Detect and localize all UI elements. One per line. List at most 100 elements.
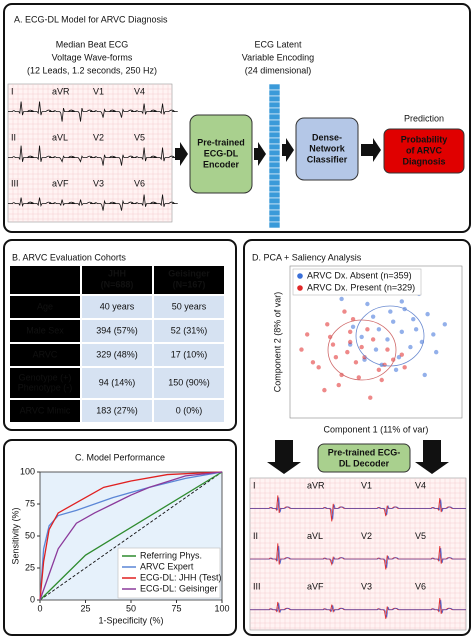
table-cell [82, 320, 152, 342]
ecg-trace [250, 497, 304, 513]
roc-curve [39, 471, 223, 601]
ecg-lead-label: V2 [361, 531, 372, 541]
table-row-label: Male Sex [26, 325, 64, 335]
scatter-point [402, 365, 407, 370]
flow-arrow [282, 138, 294, 162]
x-tick-label: 50 [126, 603, 136, 613]
table-cell-text: 183 (27%) [96, 405, 138, 415]
latent-cell [268, 113, 281, 121]
ecg-lead-label: V4 [415, 480, 426, 490]
latent-cell [268, 185, 281, 193]
latent-cell [268, 83, 281, 91]
scatter-point [442, 322, 447, 327]
latent-cell [268, 119, 281, 127]
legend-label: ARVC Dx. Present (n=329) [307, 282, 415, 292]
scatter-point [305, 332, 310, 337]
ecg-lead-label: aVF [52, 178, 69, 188]
scatter-point [325, 322, 330, 327]
ecg-trace [304, 556, 358, 565]
table-row-label-cell [10, 400, 80, 422]
cluster-outline [355, 305, 425, 367]
latent-cell [268, 155, 281, 163]
latent-cell [268, 167, 281, 175]
latent-cell [268, 131, 281, 139]
table-cell [82, 344, 152, 366]
scatter-point [376, 367, 382, 373]
x-axis-label: 1-Specificity (%) [98, 615, 163, 625]
scatter-point [345, 349, 350, 355]
encoder-label: ECG-DL [204, 148, 239, 158]
table-cell [154, 400, 224, 422]
scatter-point [434, 349, 439, 355]
scatter-point [339, 372, 344, 378]
scatter-point [382, 362, 387, 367]
scatter-point [359, 334, 364, 340]
y-axis-label: Sensitivity (%) [10, 507, 20, 564]
classifier-label: Network [309, 143, 346, 153]
scatter-point [348, 329, 353, 335]
ecg-trace [358, 606, 412, 618]
legend-swatch [297, 273, 303, 279]
ecg-trace [8, 197, 55, 208]
table-cell [154, 296, 224, 318]
output-label: of ARVC [406, 145, 443, 155]
scatter-point [399, 329, 404, 335]
ecg-lead-label: V1 [93, 86, 104, 96]
flow-arrow [267, 440, 301, 474]
scatter-point [368, 395, 373, 400]
chance-line [39, 471, 223, 601]
classifier-label: Classifier [307, 154, 348, 164]
decoder-label: Pre-trained ECG- [328, 447, 401, 457]
ecg-lead-label: V3 [361, 582, 372, 592]
ecg-trace [131, 147, 178, 162]
table-row-label-cell [10, 320, 80, 342]
scatter-point [399, 299, 404, 304]
scatter-point [425, 311, 430, 317]
table-header: (N=688) [101, 279, 134, 289]
flow-arrow [254, 142, 266, 166]
panel-b-frame [3, 239, 237, 431]
legend-label: ECG-DL: JHH (Test) [140, 572, 222, 582]
x-tick-label: 75 [171, 603, 181, 613]
ecg-background [249, 477, 467, 631]
table-cell [154, 368, 224, 398]
output-box [383, 128, 465, 174]
ecg-trace [49, 155, 96, 163]
scatter-point [391, 319, 396, 324]
scatter-point [353, 360, 359, 365]
scatter-point [431, 332, 436, 337]
scatter-point [310, 360, 316, 365]
scatter-point [370, 314, 376, 319]
ecg-lead-label: aVR [307, 480, 325, 490]
scatter-point [373, 347, 379, 352]
latent-cell [268, 191, 281, 199]
encoder-label: Pre-trained [197, 137, 245, 147]
table-header: Geisinger [168, 268, 210, 278]
y-tick-label: 0 [30, 594, 35, 604]
ecg-lead-label: I [253, 480, 256, 490]
table-header-cell [10, 266, 80, 294]
scatter-point [336, 382, 341, 388]
table-cell [82, 400, 152, 422]
scatter-point [376, 327, 382, 332]
scatter-point [356, 375, 361, 380]
ecg-lead-label: V2 [93, 132, 104, 142]
latent-cell [268, 203, 281, 211]
scatter-point [399, 352, 404, 357]
table-cell [154, 344, 224, 366]
decoder-label: DL Decoder [339, 458, 390, 468]
scatter-point [408, 344, 413, 350]
ecg-lead-label: V6 [134, 178, 145, 188]
legend-label: Referring Phys. [140, 550, 202, 560]
ecg-lead-label: V4 [134, 86, 145, 96]
scatter-point [339, 296, 344, 302]
latent-label: Variable Encoding [242, 52, 314, 62]
latent-cell [268, 209, 281, 217]
ecg-trace [250, 603, 304, 614]
x-tick-label: 0 [37, 603, 42, 613]
latent-cell [268, 89, 281, 97]
output-label: Diagnosis [402, 156, 445, 166]
decoder-box [317, 443, 411, 473]
ecg-trace [90, 154, 137, 166]
